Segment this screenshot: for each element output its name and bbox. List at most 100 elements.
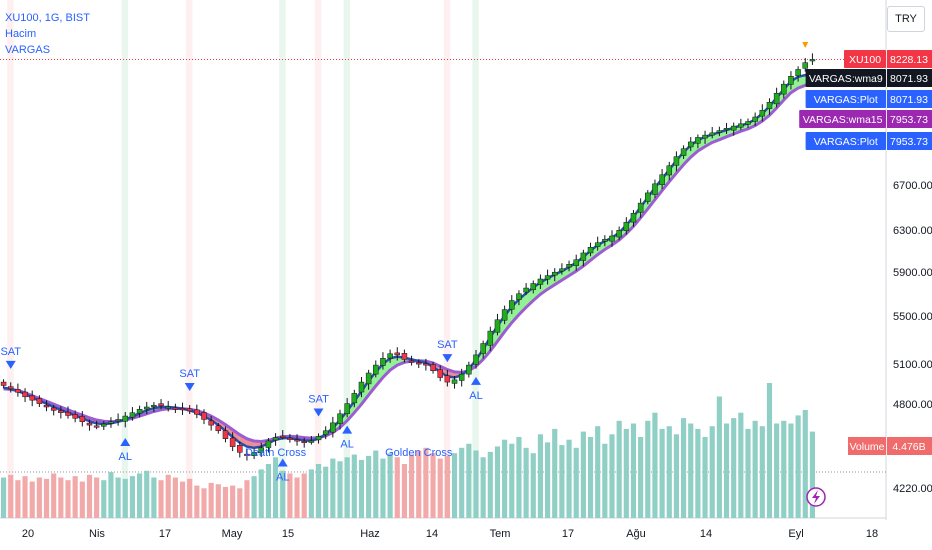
candle	[530, 280, 537, 294]
candle	[523, 283, 529, 296]
candle-body	[702, 134, 708, 139]
x-tick-label: 14	[700, 528, 712, 540]
volume-bar	[366, 455, 372, 518]
price-label-value-bg	[887, 110, 932, 128]
candle	[373, 360, 379, 378]
candle-body	[36, 398, 43, 404]
candle	[322, 426, 329, 440]
candle	[659, 169, 665, 190]
volume-bar	[723, 423, 730, 518]
volume-bar	[752, 420, 758, 518]
volume-bar	[373, 450, 379, 518]
candle-body	[537, 278, 544, 285]
volume-bar	[702, 437, 708, 518]
volume-bar	[480, 457, 486, 518]
candle	[380, 352, 386, 370]
volume-label-name: Volume	[849, 441, 884, 453]
candle	[566, 260, 572, 272]
volume-bar	[802, 410, 808, 518]
candle	[544, 269, 551, 285]
ema-fill-segment	[239, 434, 247, 447]
volume-bar	[337, 461, 343, 518]
y-tick-label: 4800.00	[893, 399, 932, 411]
volume-bar	[530, 453, 536, 518]
price-label-value-bg	[887, 69, 932, 87]
candle	[251, 448, 257, 460]
candle-body	[136, 409, 143, 414]
candle-body	[516, 293, 522, 300]
volume-bar	[251, 476, 257, 518]
volume-bar	[122, 478, 128, 518]
candle-body	[802, 62, 809, 69]
candle-body	[79, 416, 86, 422]
candle-body	[194, 409, 200, 415]
volume-bar	[466, 443, 472, 518]
candle	[165, 400, 171, 412]
volume-bar	[265, 464, 271, 518]
candle	[108, 417, 114, 428]
candle-body	[458, 373, 465, 381]
lightning-icon[interactable]	[806, 487, 826, 507]
alert-marker-icon	[802, 42, 809, 48]
volume-bar	[51, 473, 57, 518]
legend-symbol[interactable]: XU100, 1G, BIST	[5, 12, 90, 24]
x-tick-label: 14	[426, 528, 438, 540]
candle-body	[272, 437, 279, 441]
candle	[215, 422, 222, 434]
volume-bar	[273, 457, 279, 518]
candle-body	[415, 362, 422, 365]
candle-body	[423, 363, 429, 366]
candle	[738, 118, 744, 131]
volume-bar	[72, 476, 78, 518]
ema-fill-segment	[375, 363, 383, 387]
volume-bar	[43, 478, 50, 518]
candle	[773, 87, 780, 108]
legend-vargas[interactable]: VARGAS	[5, 44, 51, 56]
candle-body	[544, 275, 551, 280]
candle	[752, 112, 758, 126]
volume-bar	[86, 474, 93, 518]
candle	[559, 263, 565, 275]
volume-bar	[101, 480, 107, 518]
candle	[730, 122, 737, 136]
candle	[136, 405, 143, 418]
candle-body	[466, 364, 472, 375]
volume-bar	[179, 481, 186, 518]
volume-bar	[394, 457, 400, 518]
volume-bar	[716, 396, 722, 518]
volume-bar	[222, 486, 229, 518]
volume-bar	[709, 426, 715, 518]
volume-bar	[516, 437, 522, 518]
signal-band	[7, 0, 14, 518]
candle	[93, 420, 100, 430]
volume-bar	[494, 446, 501, 518]
candle	[423, 358, 429, 371]
candle-body	[788, 75, 794, 85]
candle-body	[330, 422, 336, 433]
candle-body	[623, 222, 630, 231]
candle	[237, 441, 243, 458]
volume-bar	[666, 426, 672, 518]
currency-button[interactable]: TRY	[887, 6, 925, 32]
candle-body	[745, 121, 751, 125]
volume-bar	[444, 455, 450, 518]
volume-label-value-bg	[887, 437, 932, 455]
candle	[551, 268, 558, 282]
sell-arrow-icon	[313, 408, 324, 417]
candle	[43, 400, 50, 412]
volume-bar	[738, 412, 744, 518]
volume-bar	[201, 488, 207, 518]
candle	[287, 434, 293, 443]
candle	[308, 435, 315, 445]
candle-body	[687, 141, 694, 148]
candle-body	[738, 123, 744, 128]
volume-label-value: 4.476B	[892, 441, 925, 453]
ema-fill-segment	[354, 391, 362, 413]
candle-body	[151, 405, 157, 408]
candle-body	[666, 165, 673, 176]
legend-hacim[interactable]: Hacim	[5, 28, 37, 40]
ema-fill-segment	[676, 152, 684, 174]
candle-body	[730, 125, 737, 131]
candle	[29, 390, 35, 407]
